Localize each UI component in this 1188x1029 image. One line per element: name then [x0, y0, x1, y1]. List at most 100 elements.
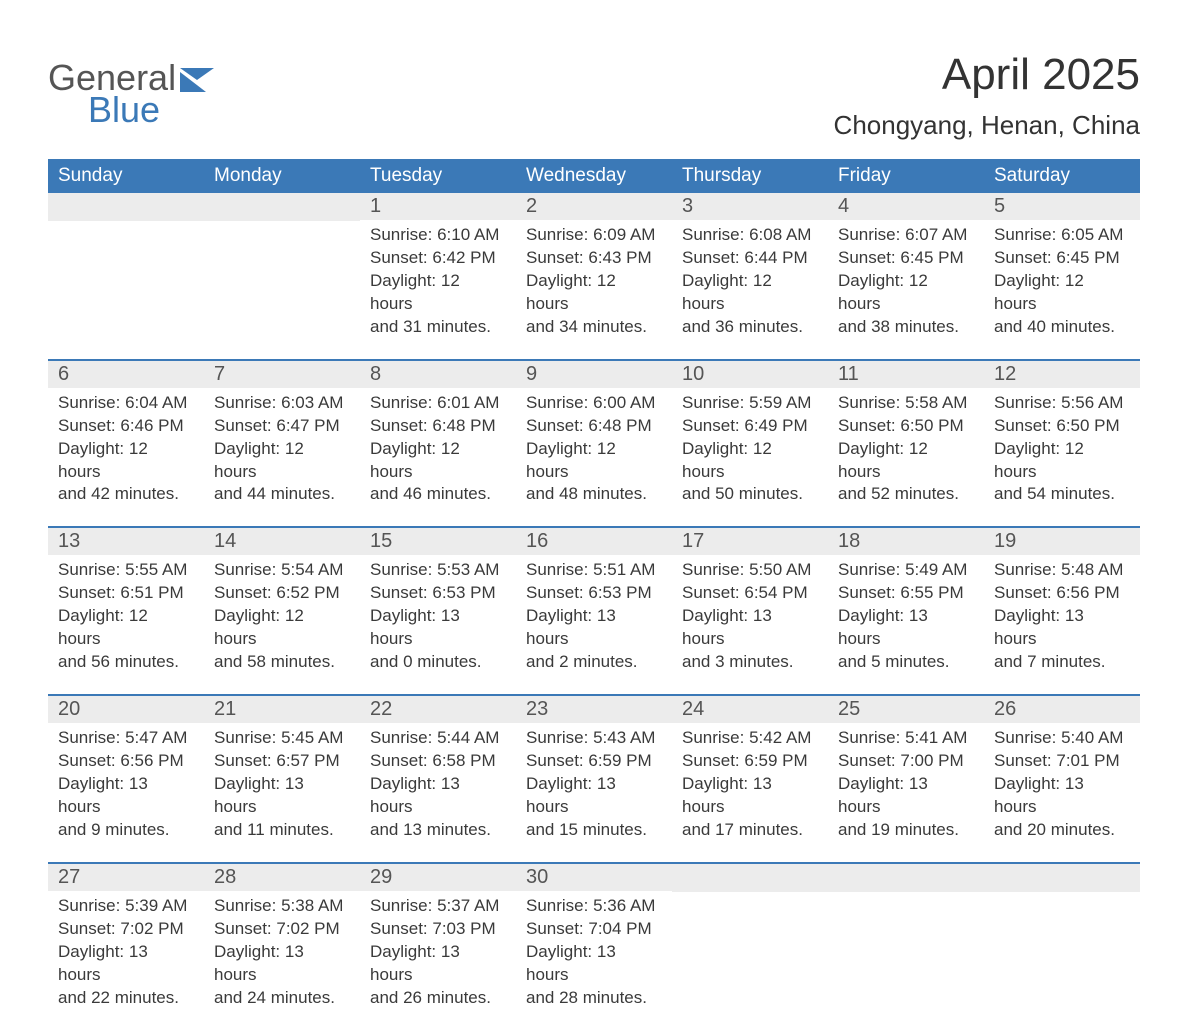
daylight-line-1: Daylight: 12 hours	[58, 438, 194, 484]
day-details: Sunrise: 5:40 AMSunset: 7:01 PMDaylight:…	[994, 727, 1130, 842]
day-number: 26	[984, 696, 1140, 723]
day-number: 22	[360, 696, 516, 723]
daylight-line-2: and 11 minutes.	[214, 819, 350, 842]
sunset-line: Sunset: 6:50 PM	[838, 415, 974, 438]
week-row: 20Sunrise: 5:47 AMSunset: 6:56 PMDayligh…	[48, 694, 1140, 862]
calendar-cell-empty	[204, 193, 360, 359]
calendar-cell: 16Sunrise: 5:51 AMSunset: 6:53 PMDayligh…	[516, 528, 672, 694]
sunrise-line: Sunrise: 5:54 AM	[214, 559, 350, 582]
dow-tuesday: Tuesday	[360, 159, 516, 193]
day-details: Sunrise: 5:45 AMSunset: 6:57 PMDaylight:…	[214, 727, 350, 842]
day-number	[984, 864, 1140, 892]
day-number: 29	[360, 864, 516, 891]
sunset-line: Sunset: 6:43 PM	[526, 247, 662, 270]
day-number: 1	[360, 193, 516, 220]
calendar-cell: 15Sunrise: 5:53 AMSunset: 6:53 PMDayligh…	[360, 528, 516, 694]
day-details: Sunrise: 6:04 AMSunset: 6:46 PMDaylight:…	[58, 392, 194, 507]
daylight-line-1: Daylight: 12 hours	[526, 270, 662, 316]
calendar-cell: 23Sunrise: 5:43 AMSunset: 6:59 PMDayligh…	[516, 696, 672, 862]
daylight-line-1: Daylight: 12 hours	[526, 438, 662, 484]
sunset-line: Sunset: 6:42 PM	[370, 247, 506, 270]
calendar-cell: 21 Sunrise: 5:45 AMSunset: 6:57 PMDayligh…	[204, 696, 360, 862]
sunset-line: Sunset: 6:44 PM	[682, 247, 818, 270]
sunrise-line: Sunrise: 6:09 AM	[526, 224, 662, 247]
sunset-line: Sunset: 6:54 PM	[682, 582, 818, 605]
title-block: April 2025 Chongyang, Henan, China	[834, 50, 1140, 141]
day-number: 13	[48, 528, 204, 555]
daylight-line-1: Daylight: 13 hours	[370, 941, 506, 987]
sunrise-line: Sunrise: 5:40 AM	[994, 727, 1130, 750]
daylight-line-2: and 19 minutes.	[838, 819, 974, 842]
daylight-line-2: and 28 minutes.	[526, 987, 662, 1010]
daylight-line-1: Daylight: 13 hours	[682, 773, 818, 819]
calendar-cell: 29Sunrise: 5:37 AMSunset: 7:03 PMDayligh…	[360, 864, 516, 1029]
day-number: 11	[828, 361, 984, 388]
daylight-line-1: Daylight: 13 hours	[838, 605, 974, 651]
daylight-line-1: Daylight: 12 hours	[214, 438, 350, 484]
day-details: Sunrise: 5:42 AMSunset: 6:59 PMDaylight:…	[682, 727, 818, 842]
sunrise-line: Sunrise: 5:48 AM	[994, 559, 1130, 582]
daylight-line-2: and 20 minutes.	[994, 819, 1130, 842]
calendar-cell: 14Sunrise: 5:54 AMSunset: 6:52 PMDayligh…	[204, 528, 360, 694]
calendar-cell: 18Sunrise: 5:49 AMSunset: 6:55 PMDayligh…	[828, 528, 984, 694]
daylight-line-2: and 26 minutes.	[370, 987, 506, 1010]
sunrise-line: Sunrise: 5:42 AM	[682, 727, 818, 750]
calendar-cell: 17Sunrise: 5:50 AMSunset: 6:54 PMDayligh…	[672, 528, 828, 694]
calendar-cell-empty	[984, 864, 1140, 1029]
sunrise-line: Sunrise: 5:59 AM	[682, 392, 818, 415]
day-number: 28	[204, 864, 360, 891]
daylight-line-1: Daylight: 12 hours	[994, 438, 1130, 484]
sunset-line: Sunset: 6:49 PM	[682, 415, 818, 438]
day-number	[672, 864, 828, 892]
sunset-line: Sunset: 6:52 PM	[214, 582, 350, 605]
sunrise-line: Sunrise: 6:01 AM	[370, 392, 506, 415]
sunset-line: Sunset: 7:02 PM	[58, 918, 194, 941]
day-details: Sunrise: 5:49 AMSunset: 6:55 PMDaylight:…	[838, 559, 974, 674]
daylight-line-1: Daylight: 12 hours	[838, 270, 974, 316]
sunrise-line: Sunrise: 5:58 AM	[838, 392, 974, 415]
daylight-line-1: Daylight: 12 hours	[682, 438, 818, 484]
logo-text-blue: Blue	[88, 92, 214, 128]
calendar-cell: 9Sunrise: 6:00 AMSunset: 6:48 PMDaylight…	[516, 361, 672, 527]
dow-sunday: Sunday	[48, 159, 204, 193]
sunset-line: Sunset: 6:53 PM	[526, 582, 662, 605]
sunset-line: Sunset: 6:51 PM	[58, 582, 194, 605]
sunrise-line: Sunrise: 5:45 AM	[214, 727, 350, 750]
daylight-line-2: and 52 minutes.	[838, 483, 974, 506]
day-number: 21	[204, 696, 360, 723]
daylight-line-2: and 36 minutes.	[682, 316, 818, 339]
day-number: 6	[48, 361, 204, 388]
day-number: 7	[204, 361, 360, 388]
week-row: 6 Sunrise: 6:04 AMSunset: 6:46 PMDaylight…	[48, 359, 1140, 527]
calendar-cell: 3Sunrise: 6:08 AMSunset: 6:44 PMDaylight…	[672, 193, 828, 359]
sunset-line: Sunset: 6:47 PM	[214, 415, 350, 438]
day-number: 12	[984, 361, 1140, 388]
daylight-line-1: Daylight: 13 hours	[214, 941, 350, 987]
daylight-line-2: and 22 minutes.	[58, 987, 194, 1010]
sunrise-line: Sunrise: 6:04 AM	[58, 392, 194, 415]
calendar-cell: 24Sunrise: 5:42 AMSunset: 6:59 PMDayligh…	[672, 696, 828, 862]
sunrise-line: Sunrise: 5:53 AM	[370, 559, 506, 582]
sunrise-line: Sunrise: 6:08 AM	[682, 224, 818, 247]
calendar-cell: 2 Sunrise: 6:09 AMSunset: 6:43 PMDaylight…	[516, 193, 672, 359]
sunrise-line: Sunrise: 5:44 AM	[370, 727, 506, 750]
sunset-line: Sunset: 7:00 PM	[838, 750, 974, 773]
calendar-cell: 4Sunrise: 6:07 AMSunset: 6:45 PMDaylight…	[828, 193, 984, 359]
calendar-cell: 7Sunrise: 6:03 AMSunset: 6:47 PMDaylight…	[204, 361, 360, 527]
daylight-line-1: Daylight: 12 hours	[838, 438, 974, 484]
sunrise-line: Sunrise: 5:38 AM	[214, 895, 350, 918]
sunrise-line: Sunrise: 5:39 AM	[58, 895, 194, 918]
day-number: 2	[516, 193, 672, 220]
sunset-line: Sunset: 7:01 PM	[994, 750, 1130, 773]
daylight-line-1: Daylight: 12 hours	[682, 270, 818, 316]
daylight-line-1: Daylight: 12 hours	[58, 605, 194, 651]
day-number: 9	[516, 361, 672, 388]
day-number: 30	[516, 864, 672, 891]
calendar-cell: 20Sunrise: 5:47 AMSunset: 6:56 PMDayligh…	[48, 696, 204, 862]
day-number	[204, 193, 360, 221]
day-details: Sunrise: 5:56 AMSunset: 6:50 PMDaylight:…	[994, 392, 1130, 507]
daylight-line-2: and 40 minutes.	[994, 316, 1130, 339]
day-number: 23	[516, 696, 672, 723]
dow-saturday: Saturday	[984, 159, 1140, 193]
calendar-cell: 12 Sunrise: 5:56 AMSunset: 6:50 PMDayligh…	[984, 361, 1140, 527]
